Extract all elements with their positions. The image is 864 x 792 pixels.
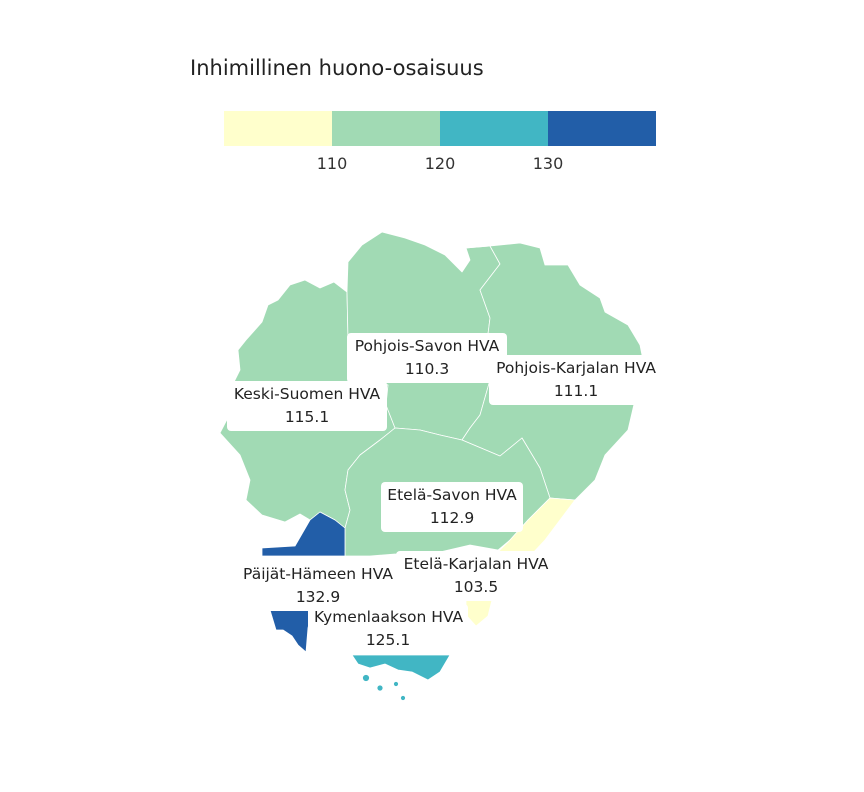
label-paijat-hameen-hva: Päijät-Hämeen HVA 132.9 xyxy=(236,561,400,611)
region-value: 103.5 xyxy=(453,578,499,596)
region-value: 111.1 xyxy=(553,382,599,400)
region-name: Etelä-Karjalan HVA xyxy=(403,555,549,573)
label-kymenlaakson-hva: Kymenlaakson HVA 125.1 xyxy=(308,604,468,654)
region-value: 110.3 xyxy=(404,360,450,378)
label-pohjois-savon-hva: Pohjois-Savon HVA 110.3 xyxy=(347,333,507,383)
kymenlaakso-island xyxy=(393,681,399,687)
region-etela-karjalan-hva-south[interactable] xyxy=(465,599,493,627)
region-paijat-hameen-hva[interactable] xyxy=(261,511,346,557)
label-etela-savon-hva: Etelä-Savon HVA 112.9 xyxy=(381,482,523,532)
region-name: Kymenlaakson HVA xyxy=(314,608,464,626)
region-name: Pohjois-Karjalan HVA xyxy=(496,359,656,377)
label-keski-suomen-hva: Keski-Suomen HVA 115.1 xyxy=(227,381,387,431)
region-name: Keski-Suomen HVA xyxy=(233,385,381,403)
region-name: Päijät-Hämeen HVA xyxy=(243,565,393,583)
legend-bin-2 xyxy=(332,111,440,146)
region-value: 125.1 xyxy=(365,631,411,649)
kymenlaakso-island xyxy=(376,684,384,692)
legend-title: Inhimillinen huono-osaisuus xyxy=(190,56,484,80)
region-value: 132.9 xyxy=(295,588,341,606)
region-value: 115.1 xyxy=(284,408,330,426)
legend-bin-3 xyxy=(440,111,548,146)
label-etela-karjalan-hva: Etelä-Karjalan HVA 103.5 xyxy=(396,551,556,601)
region-name: Etelä-Savon HVA xyxy=(387,486,517,504)
region-value: 112.9 xyxy=(429,509,475,527)
legend-bin-4 xyxy=(548,111,656,146)
kymenlaakso-island xyxy=(362,674,370,682)
legend-tick-130: 130 xyxy=(532,154,564,173)
region-name: Pohjois-Savon HVA xyxy=(354,337,500,355)
legend-tick-120: 120 xyxy=(424,154,456,173)
legend-bin-1 xyxy=(224,111,332,146)
region-kymenlaakson-hva[interactable] xyxy=(351,654,451,681)
legend-tick-110: 110 xyxy=(316,154,348,173)
legend-color-scale xyxy=(224,111,656,146)
label-pohjois-karjalan-hva: Pohjois-Karjalan HVA 111.1 xyxy=(489,355,663,405)
kymenlaakso-island xyxy=(400,695,406,701)
region-paijat-hameen-hva-south[interactable] xyxy=(269,609,313,653)
